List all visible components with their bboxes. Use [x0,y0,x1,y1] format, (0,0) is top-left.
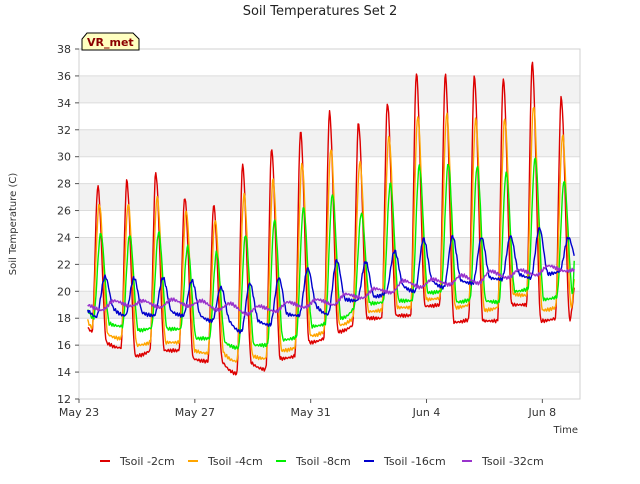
legend-item: Tsoil -8cm [276,455,351,468]
x-tick-label: May 27 [175,406,215,419]
y-axis-ticks: 12 14 16 18 20 22 24 26 28 30 32 34 36 38 [57,43,79,406]
x-tick-label: May 31 [291,406,331,419]
series-line-5 [87,264,575,317]
x-tick-label: Jun 8 [528,406,557,419]
y-tick-label: 22 [57,258,71,271]
y-tick-label: 20 [57,285,71,298]
plot-band [79,129,580,157]
y-tick-label: 14 [57,366,71,379]
series-lines [87,61,575,376]
legend-item: Tsoil -4cm [188,455,263,468]
legend-label: Tsoil -16cm [383,455,446,468]
legend-item: Tsoil -32cm [462,455,544,468]
x-tick-label: May 23 [59,406,99,419]
y-tick-label: 38 [57,43,71,56]
plot-background-bands [79,75,580,373]
y-tick-label: 12 [57,393,71,406]
badge-shape [81,32,140,51]
x-tick-label: Jun 4 [412,406,441,419]
legend-label: Tsoil -4cm [207,455,263,468]
series-line-2 [87,106,575,363]
y-tick-label: 32 [57,124,71,137]
x-axis-ticks: May 23 May 27 May 31 Jun 4 Jun 8 [59,399,556,419]
legend-item: Tsoil -2cm [100,455,175,468]
legend: Tsoil -2cm Tsoil -4cm Tsoil -8cm Tsoil -16c… [100,455,544,468]
x-axis-title: Time [553,425,578,436]
legend-label: Tsoil -8cm [295,455,351,468]
y-tick-label: 34 [57,97,71,110]
plot-band [79,183,580,211]
y-tick-label: 18 [57,312,71,325]
legend-item: Tsoil -16cm [364,455,446,468]
y-tick-label: 28 [57,178,71,191]
legend-label: Tsoil -32cm [481,455,544,468]
series-line-1 [87,61,575,376]
plot-band [79,75,580,103]
y-tick-label: 16 [57,339,71,352]
legend-label: Tsoil -2cm [119,455,175,468]
y-tick-label: 26 [57,205,71,218]
y-tick-label: 36 [57,70,71,83]
y-tick-label: 30 [57,151,71,164]
plot-area [78,48,581,400]
station-badge: VR_met [81,32,140,51]
y-tick-label: 24 [57,231,71,244]
badge-label: VR_met [87,36,134,49]
y-axis-title: Soil Temperature (C) [8,173,19,276]
chart-title: Soil Temperatures Set 2 [243,4,398,19]
plot-band [79,345,580,373]
series-line-3 [87,157,575,350]
